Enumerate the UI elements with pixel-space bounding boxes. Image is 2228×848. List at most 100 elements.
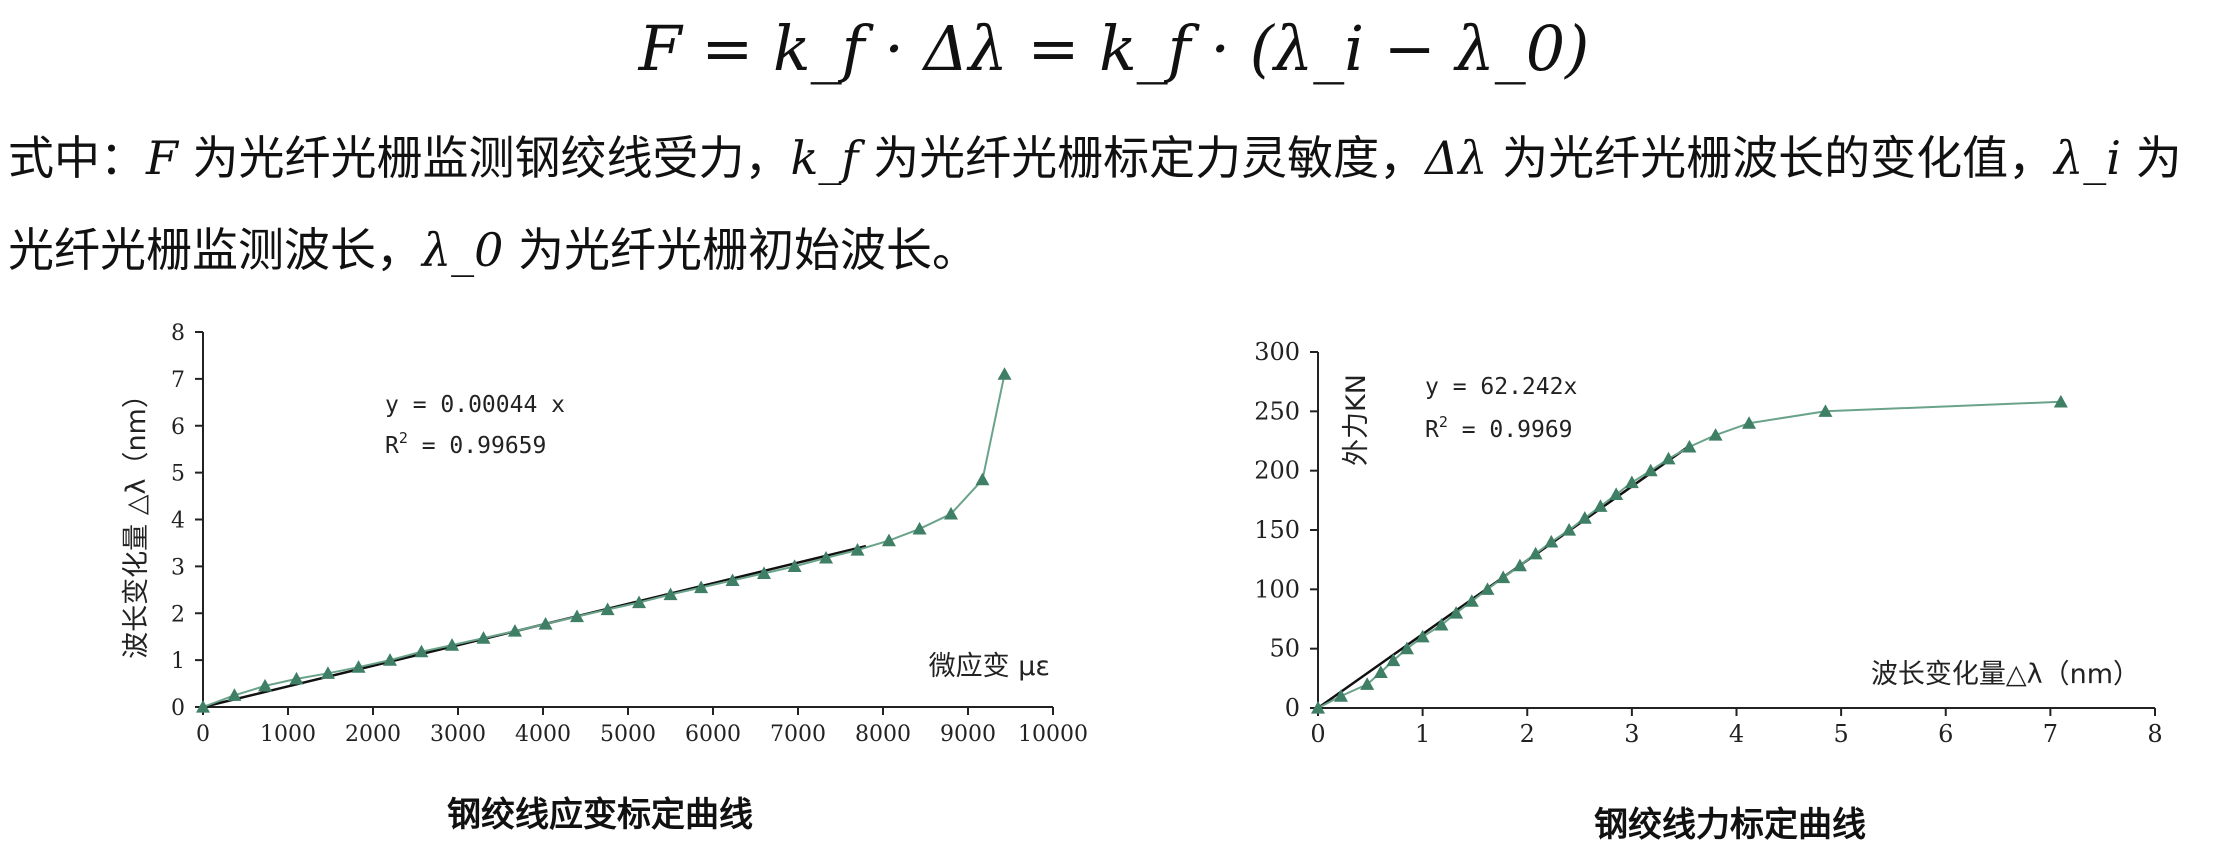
chart-2-x-tick-label: 1: [1415, 720, 1430, 748]
chart-2-data-point: [1415, 629, 1430, 643]
chart-2-x-tick-label: 4: [1729, 720, 1744, 748]
chart-1-y-tick-label: 2: [171, 602, 185, 627]
chart-2-data-point: [1624, 475, 1639, 489]
chart-2-data-point: [1464, 594, 1479, 607]
text-segment: 为光纤光栅波长的变化值，: [1487, 131, 2055, 185]
chart-2-data-point: [1496, 570, 1511, 584]
chart-1-data-point: [289, 671, 304, 685]
symbol-lambda-0: λ_0: [422, 223, 504, 277]
chart-1-data-point: [944, 506, 958, 520]
chart-2-data-point: [1562, 523, 1577, 536]
chart-2-y-tick-label: 150: [1254, 516, 1300, 544]
symbol-sensitivity: k_f: [790, 131, 859, 185]
chart-2-data-point: [1373, 665, 1388, 678]
chart-1-x-tick-label: 9000: [940, 722, 996, 747]
chart-1-data-point: [850, 542, 865, 556]
chart-1-data-point: [507, 624, 522, 637]
chart-1-x-tick-label: 1000: [260, 722, 316, 747]
chart-1-x-tick-label: 4000: [515, 722, 571, 747]
chart-2-y-tick-label: 250: [1254, 397, 1300, 425]
chart-1-y-tick-label: 0: [171, 696, 185, 721]
chart-2-y-tick-label: 100: [1254, 575, 1300, 603]
chart-2-data-point: [1708, 428, 1723, 441]
chart-1-data-point: [227, 688, 242, 701]
chart-2-data-point: [1399, 641, 1414, 655]
text-segment: 为光纤光栅标定力灵敏度，: [858, 131, 1426, 185]
chart-2-x-axis-label: 波长变化量△λ（nm）: [1871, 659, 2140, 690]
chart-1-y-tick-label: 5: [171, 462, 185, 487]
chart-1-x-tick-label: 5000: [600, 722, 656, 747]
chart-1-r-squared-label: R2 = 0.99659: [385, 429, 546, 459]
chart-2-y-tick-label: 0: [1285, 694, 1300, 722]
chart-2-data-point: [1480, 582, 1495, 595]
chart-1-data-point: [383, 653, 397, 666]
chart-1-x-tick-label: 10000: [1018, 722, 1088, 747]
chart-1-data-point: [570, 609, 584, 623]
explanation-line-1: 式中：F 为光纤光栅监测钢绞线受力，k_f 为光纤光栅标定力灵敏度，Δλ 为光纤…: [8, 130, 2220, 186]
chart-1-x-tick-label: 8000: [855, 722, 911, 747]
text-segment: 为光纤光栅初始波长。: [503, 223, 979, 277]
chart-2-x-tick-label: 5: [1833, 720, 1848, 748]
chart-1-data-point: [320, 666, 335, 679]
chart-2-data-point: [1609, 487, 1624, 500]
chart-2-r-squared-label: R2 = 0.9969: [1425, 413, 1573, 443]
chart-2-y-tick-label: 300: [1254, 338, 1300, 366]
text-segment: 式中：: [8, 131, 146, 185]
chart-2-data-point: [1818, 404, 1833, 417]
chart-1-data-point: [757, 566, 771, 580]
chart-1-y-tick-label: 7: [171, 368, 185, 393]
chart-2-caption: 钢绞线力标定曲线: [1594, 805, 1866, 845]
chart-2-x-tick-label: 2: [1520, 720, 1535, 748]
explanation-line-2: 光纤光栅监测波长，λ_0 为光纤光栅初始波长。: [8, 222, 2220, 278]
chart-2-data-point: [1544, 534, 1559, 548]
chart-1-y-tick-label: 8: [171, 321, 185, 346]
chart-2-data-point: [2053, 394, 2068, 408]
chart-2-data-point: [1512, 558, 1527, 572]
chart-2-x-tick-label: 3: [1624, 720, 1639, 748]
chart-1-data-point: [975, 472, 990, 486]
chart-2-x-tick-label: 7: [2043, 720, 2058, 748]
chart-2-data-point: [1311, 701, 1325, 714]
chart-1-y-tick-label: 3: [171, 555, 185, 580]
chart-2-data-point: [1434, 617, 1449, 631]
chart-2-y-tick-label: 50: [1269, 635, 1300, 663]
chart-1-data-point: [414, 644, 429, 658]
chart-1-data-point: [196, 700, 210, 713]
chart-1-data-line: [202, 373, 1006, 708]
chart-1-data-point: [787, 559, 802, 572]
chart-2-data-point: [1386, 653, 1401, 667]
chart-1-caption: 钢绞线应变标定曲线: [447, 795, 753, 835]
chart-2-equation-label: y = 62.242x: [1425, 374, 1577, 400]
chart-1-x-tick-label: 3000: [430, 722, 486, 747]
chart-2-data-point: [1334, 689, 1349, 702]
chart-1-data-point: [632, 595, 647, 609]
chart-1-data-point: [351, 660, 366, 673]
chart-2-y-axis-label: 外力KN: [1341, 374, 1372, 466]
chart-1-x-tick-label: 7000: [770, 722, 826, 747]
symbol-lambda-i: λ_i: [2054, 131, 2121, 185]
chart-1-equation-label: y = 0.00044 x: [385, 392, 565, 418]
chart-1-data-point: [600, 602, 615, 616]
chart-1-x-axis-label: 微应变 με: [929, 651, 1050, 682]
chart-2-data-point: [1528, 546, 1543, 560]
chart-1-data-point: [663, 587, 678, 601]
chart-2-data-point: [1577, 511, 1592, 524]
chart-1-data-point: [819, 550, 834, 564]
chart-2-data-point: [1449, 606, 1464, 619]
chart-2-data-point: [1643, 463, 1658, 477]
chart-2-data-point: [1360, 677, 1375, 690]
chart-1-data-point: [881, 533, 896, 547]
chart-2-x-tick-label: 0: [1310, 720, 1325, 748]
chart-1-data-point: [725, 573, 740, 587]
chart-1-x-tick-label: 6000: [685, 722, 741, 747]
chart-1-data-point: [694, 580, 709, 594]
text-segment: 光纤光栅监测波长，: [8, 223, 422, 277]
chart-1-data-point: [258, 678, 273, 692]
chart-2-data-point: [1593, 499, 1608, 512]
text-segment: 为: [2120, 131, 2182, 185]
text-segment: 为光纤光栅监测钢绞线受力，: [177, 131, 791, 185]
chart-1-data-point: [912, 521, 927, 535]
chart-1-data-point: [997, 367, 1012, 380]
symbol-force: F: [146, 131, 178, 185]
chart-2-data-point: [1742, 416, 1757, 429]
